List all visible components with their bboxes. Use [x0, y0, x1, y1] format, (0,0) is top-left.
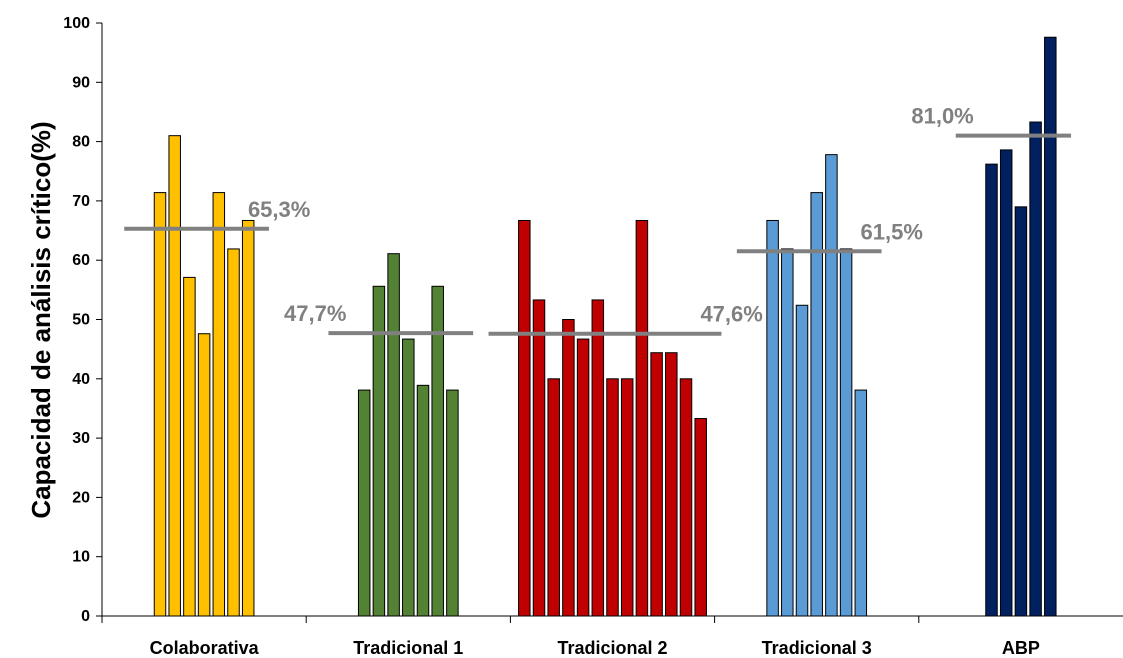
axes: 0 10 20 30 40 50 60 70 80 90 100 Colaborativa Tradic… [63, 15, 1123, 658]
bar [620, 378, 634, 617]
bar [183, 276, 196, 617]
bar [197, 333, 211, 617]
mean-label: 47,7% [284, 301, 346, 326]
bar [532, 299, 546, 617]
bar [357, 389, 371, 617]
bar [547, 378, 560, 617]
bar [650, 352, 663, 617]
bar [241, 219, 255, 617]
bar [591, 299, 605, 617]
bar [781, 248, 794, 617]
mean-label: 81,0% [911, 104, 973, 129]
bar [446, 389, 459, 617]
bar [1044, 36, 1057, 617]
bar [168, 135, 181, 617]
bar [854, 389, 868, 617]
y-tick-label: 50 [72, 312, 90, 329]
category-label: Colaborativa [150, 638, 260, 658]
bar [839, 248, 853, 617]
y-tick-label: 80 [72, 134, 90, 151]
category-label: Tradicional 1 [353, 638, 463, 658]
bar [679, 378, 693, 617]
y-tick-label: 0 [81, 608, 90, 625]
bar [766, 219, 779, 617]
bar [606, 378, 619, 617]
bar [372, 285, 386, 617]
bar [635, 219, 649, 617]
y-tick-label: 60 [72, 252, 90, 269]
mean-label: 65,3% [248, 197, 310, 222]
bar [402, 338, 415, 617]
bar [1029, 121, 1042, 617]
bar [825, 154, 838, 617]
bar [153, 192, 167, 617]
y-tick-label: 10 [72, 549, 90, 566]
y-tick-label: 40 [72, 371, 90, 388]
bar [665, 352, 678, 617]
mean-label: 47,6% [700, 302, 762, 327]
bars [153, 36, 1057, 617]
mean-lines: 65,3% 47,7% 47,6% 61,5% 81,0% [124, 104, 1072, 336]
bar [227, 248, 240, 617]
y-axis-label: Capacidad de análisis crítico(%) [26, 121, 56, 518]
bar [387, 253, 400, 617]
bar [562, 319, 575, 617]
mean-label: 61,5% [861, 219, 923, 244]
bar [694, 418, 707, 617]
y-tick-label: 30 [72, 430, 90, 447]
y-tick-label: 100 [63, 15, 90, 32]
category-label: ABP [1002, 638, 1040, 658]
bar [576, 338, 590, 617]
bar [1014, 206, 1028, 617]
bar [985, 163, 998, 617]
bar [795, 304, 809, 617]
bar [810, 192, 823, 617]
bar [999, 149, 1013, 617]
bar [416, 384, 430, 617]
category-label: Tradicional 2 [557, 638, 667, 658]
y-tick-label: 90 [72, 74, 90, 91]
bar [518, 219, 531, 617]
bar [431, 285, 444, 617]
y-tick-label: 20 [72, 489, 90, 506]
category-label: Tradicional 3 [762, 638, 872, 658]
y-tick-label: 70 [72, 193, 90, 210]
bar [212, 192, 226, 617]
